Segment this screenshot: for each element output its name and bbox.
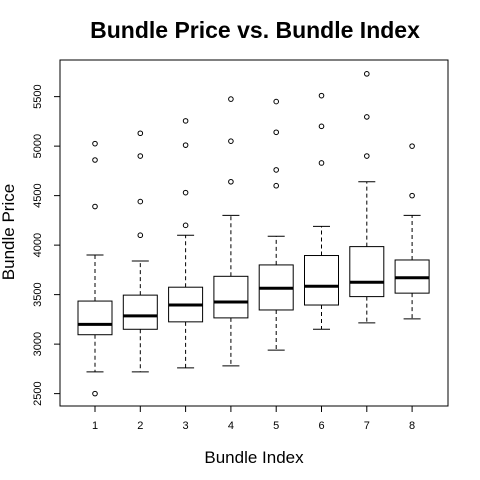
x-tick-label: 6 (318, 420, 324, 432)
chart-title: Bundle Price vs. Bundle Index (90, 17, 420, 43)
y-tick-label: 4500 (32, 183, 44, 207)
outlier-point (273, 98, 280, 105)
plot-area: 2500 3000 3500 4000 4500 5000 5500 1 2 3 4 5 6 7 8 (32, 59, 449, 432)
outlier-point (273, 182, 280, 189)
outlier-point (137, 198, 144, 205)
y-tick-label: 3500 (32, 282, 44, 306)
outlier-point (228, 178, 234, 185)
outlier-point (409, 192, 415, 199)
outlier-point (92, 203, 98, 210)
outlier-point (182, 222, 189, 229)
outlier-point (364, 71, 370, 77)
x-tick-label: 5 (273, 420, 279, 432)
y-tick-label: 3000 (32, 332, 44, 356)
outlier-point (228, 138, 234, 144)
x-tick-label: 7 (364, 420, 370, 432)
y-tick-label: 2500 (32, 381, 44, 405)
outlier-point (318, 123, 325, 130)
outlier-point (318, 92, 325, 99)
outlier-point (273, 129, 280, 136)
outlier-point (273, 167, 280, 173)
y-tick-label: 4000 (32, 233, 44, 257)
outlier-point (137, 232, 144, 239)
x-tick-label: 4 (228, 420, 234, 432)
outlier-point (182, 189, 189, 196)
y-axis-label: Bundle Price (0, 184, 18, 280)
outlier-point (137, 153, 144, 159)
y-tick-label: 5500 (32, 84, 44, 108)
outlier-point (228, 96, 234, 102)
outlier-point (182, 118, 189, 124)
outlier-point (318, 160, 325, 166)
plot-frame (59, 59, 449, 407)
outlier-point (137, 130, 144, 137)
x-axis-label: Bundle Index (204, 448, 304, 467)
outlier-point (92, 140, 98, 147)
box (349, 246, 385, 298)
outlier-point (182, 142, 189, 148)
outlier-point (364, 153, 370, 159)
y-tick-label: 5000 (32, 134, 44, 158)
outlier-point (409, 143, 415, 149)
outlier-point (364, 114, 370, 120)
box (77, 300, 113, 336)
x-tick-label: 1 (92, 420, 98, 432)
x-tick-label: 3 (183, 420, 189, 432)
box (304, 255, 339, 306)
outlier-point (92, 390, 98, 397)
x-tick-label: 2 (137, 420, 143, 432)
outlier-point (92, 157, 98, 163)
x-tick-label: 8 (409, 420, 415, 432)
box (122, 294, 158, 330)
box (213, 275, 249, 319)
